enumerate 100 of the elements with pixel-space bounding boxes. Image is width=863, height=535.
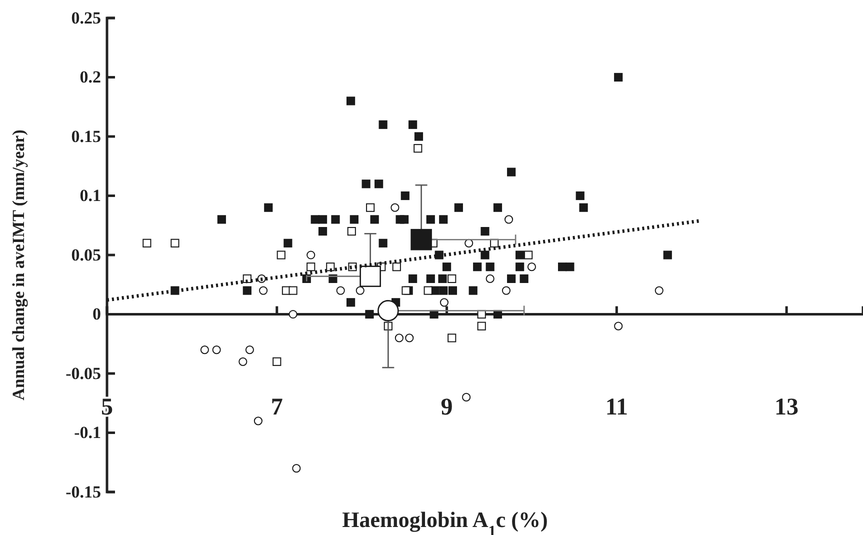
point [306,262,316,272]
point [468,286,478,295]
point [378,300,399,322]
x-tick-label: 7 [270,394,283,420]
point [426,274,435,283]
point [576,191,584,200]
y-tick-label: 0.2 [80,68,101,87]
point [486,274,494,283]
point [378,238,388,248]
point [336,286,345,295]
point [480,250,490,260]
point [654,286,664,295]
point [390,203,400,212]
point [579,203,588,212]
point [378,120,388,129]
point [142,238,152,248]
point [284,238,292,248]
point [408,120,418,129]
point [360,266,381,287]
point [439,286,448,295]
y-tick-label: 0.15 [71,126,101,146]
point [440,298,449,307]
point [258,286,268,295]
point [394,334,404,342]
x-tick-label: 11 [605,394,628,420]
point [331,215,340,224]
point [242,286,252,295]
point [272,357,282,366]
point [318,227,328,236]
point [442,262,452,272]
point [520,274,528,283]
point [473,262,482,272]
point [318,215,328,224]
point [454,203,463,212]
point [486,262,494,272]
point [424,286,432,295]
point [370,215,379,224]
point [663,250,672,260]
point [502,286,511,295]
x-tick-label: 9 [440,394,453,420]
point [362,180,370,188]
point [527,262,536,272]
point [200,346,209,354]
point [614,72,623,82]
point [448,334,456,342]
point [400,191,410,200]
point [414,144,422,153]
point [292,464,301,473]
point [438,274,447,283]
point [392,262,401,272]
y-tick-label: -0.05 [66,364,101,383]
y-tick-label: 0.25 [71,8,101,28]
point [346,96,356,106]
point [347,227,356,236]
point [356,286,364,295]
y-tick-label: 0 [92,304,101,324]
point [434,250,444,260]
point [426,215,435,224]
point [566,262,574,272]
point [254,416,262,426]
point [212,346,221,354]
point [310,215,320,224]
point [374,180,384,188]
y-tick-label: -0.15 [66,482,101,502]
point [306,250,316,260]
point [439,215,448,224]
y-tick-label: 0.1 [80,186,101,206]
point [264,203,273,212]
point [405,334,414,342]
point [408,274,418,283]
point [507,168,516,176]
point [477,322,486,330]
point [288,286,298,295]
point [276,250,286,260]
y-axis-title: Annual change in aveIMT (mm/year) [9,130,28,400]
point [516,262,524,272]
point [504,215,514,224]
point [480,227,490,236]
point [410,228,432,250]
point [614,322,623,330]
point [493,203,502,212]
point [414,132,424,141]
point [217,215,226,224]
point [462,392,471,402]
point [448,274,456,283]
point [288,310,298,319]
point [366,203,375,212]
point [238,357,248,366]
point [402,286,410,295]
point [170,238,180,248]
x-tick-label: 13 [774,394,799,420]
point [365,310,374,319]
point [350,215,358,224]
point [245,346,254,354]
point [516,250,524,260]
point [448,286,458,295]
y-tick-label: 0.05 [71,245,101,264]
point [346,298,356,307]
point [400,215,409,224]
point [524,250,533,260]
